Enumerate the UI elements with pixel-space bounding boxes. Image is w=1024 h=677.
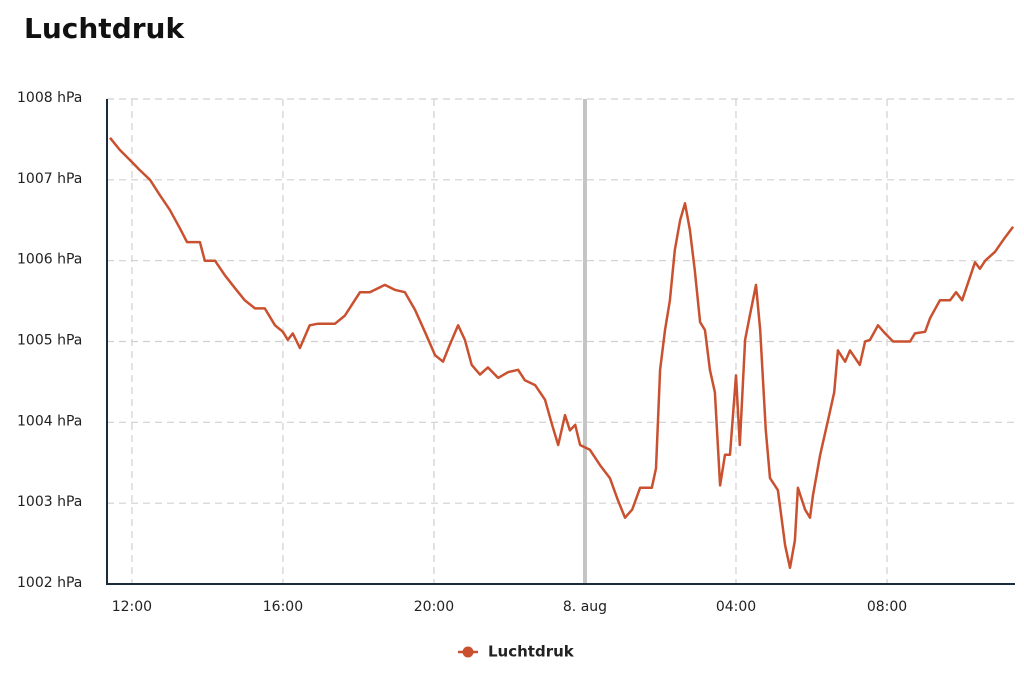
y-tick-label: 1004 hPa: [17, 413, 82, 429]
x-tick-label: 8. aug: [563, 599, 607, 615]
y-tick-label: 1006 hPa: [17, 252, 82, 268]
x-tick-label: 04:00: [716, 599, 756, 615]
legend-marker: [462, 646, 474, 658]
x-tick-label: 12:00: [112, 599, 152, 615]
y-tick-label: 1003 hPa: [17, 494, 82, 510]
x-tick-label: 20:00: [414, 599, 454, 615]
legend-label: Luchtdruk: [488, 643, 575, 661]
chart-title: Luchtdruk: [24, 12, 185, 45]
y-tick-label: 1007 hPa: [17, 171, 82, 187]
x-tick-label: 08:00: [867, 599, 907, 615]
data-line: [109, 137, 1015, 570]
x-tick-label: 16:00: [263, 599, 303, 615]
y-tick-label: 1005 hPa: [17, 333, 82, 349]
y-tick-label: 1002 hPa: [17, 575, 82, 591]
y-tick-label: 1008 hPa: [17, 90, 82, 106]
